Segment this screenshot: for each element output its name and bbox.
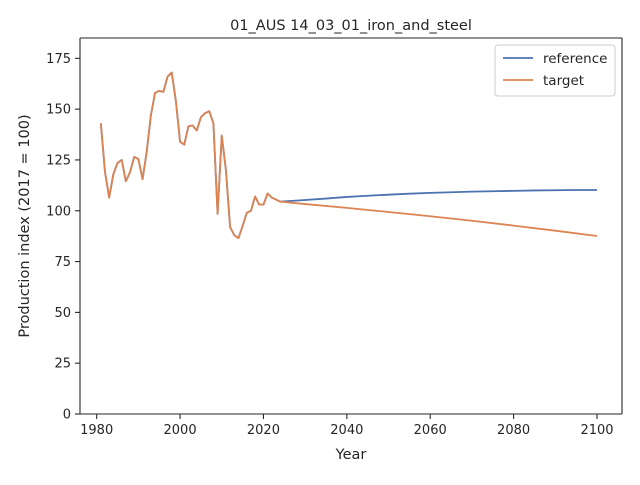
y-tick-label: 150 [46, 103, 71, 118]
x-tick-label: 2040 [330, 423, 363, 438]
y-axis-ticks: 0 25 50 75 100 125 150 175 [46, 52, 80, 423]
y-tick-label: 50 [54, 306, 71, 321]
y-tick-label: 125 [46, 153, 71, 168]
y-tick-label: 0 [63, 408, 71, 423]
legend-label-target: target [543, 73, 584, 89]
series-line-target [99, 71, 598, 240]
series-layer [99, 71, 598, 240]
chart-title: 01_AUS 14_03_01_iron_and_steel [230, 18, 472, 34]
x-tick-label: 2100 [580, 423, 613, 438]
y-tick-label: 175 [46, 52, 71, 67]
plot-background [80, 38, 622, 414]
axes-frame [79, 37, 623, 415]
legend-label-reference: reference [543, 51, 607, 67]
x-axis-ticks: 1980 2000 2020 2040 2060 2080 2100 [80, 414, 614, 438]
plot-area [80, 38, 622, 414]
x-tick-label: 2000 [164, 423, 197, 438]
x-axis-label: Year [335, 447, 367, 463]
y-tick-label: 75 [54, 255, 71, 270]
legend: reference target [494, 44, 616, 97]
y-axis-label: Production index (2017 = 100) [17, 114, 33, 337]
y-tick-label: 25 [54, 357, 71, 372]
x-tick-label: 2080 [497, 423, 530, 438]
y-tick-label: 100 [46, 204, 71, 219]
x-tick-label: 2020 [247, 423, 280, 438]
x-tick-label: 2060 [414, 423, 447, 438]
x-tick-label: 1980 [80, 423, 113, 438]
